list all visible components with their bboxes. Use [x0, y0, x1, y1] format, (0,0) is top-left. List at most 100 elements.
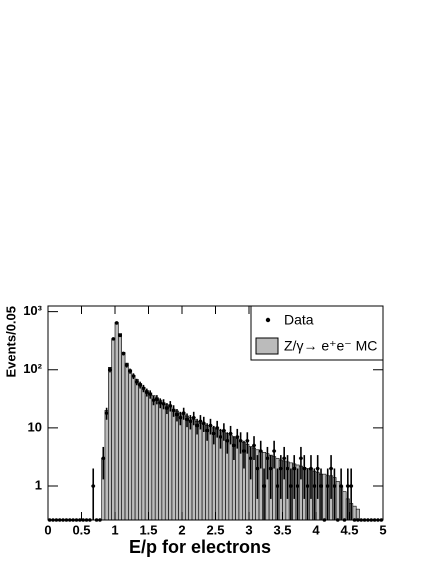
histogram-bar — [195, 420, 200, 521]
x-tick-label: 3.5 — [273, 522, 291, 537]
data-point — [205, 428, 209, 433]
data-point — [332, 484, 337, 488]
data-point — [279, 466, 283, 471]
data-point — [245, 438, 250, 443]
data-point — [168, 403, 173, 408]
histogram-bar — [352, 505, 357, 521]
data-point — [161, 401, 166, 406]
x-axis-label: E/p for electrons — [129, 537, 271, 557]
data-point — [195, 423, 199, 428]
data-point — [319, 484, 323, 488]
histogram-bar — [235, 438, 240, 521]
data-point — [158, 401, 163, 405]
data-point — [134, 380, 139, 384]
histogram-bar — [161, 402, 166, 521]
histogram-bar — [201, 424, 206, 521]
histogram-bar — [151, 395, 156, 521]
data-point — [272, 449, 276, 453]
histogram-bar — [171, 408, 176, 521]
histogram-bar — [175, 410, 179, 521]
data-point — [178, 415, 183, 420]
legend: Data Z/γ→ e⁺e⁻ MC — [250, 305, 384, 361]
histogram-bar — [108, 367, 112, 521]
data-point — [222, 428, 226, 433]
data-point — [282, 456, 286, 461]
data-point — [104, 411, 109, 415]
data-point — [235, 435, 240, 439]
histogram-bar — [164, 404, 169, 521]
data-point — [198, 419, 203, 424]
histogram-bar — [188, 417, 193, 521]
histogram-bar — [168, 406, 173, 521]
data-point — [121, 351, 126, 356]
data-point — [155, 397, 159, 402]
histogram-bar — [141, 386, 146, 521]
data-point — [181, 411, 186, 415]
legend-label: Z/γ→ e⁺e⁻ MC — [284, 338, 377, 354]
data-point — [171, 408, 176, 413]
data-point — [208, 423, 213, 428]
data-point — [124, 363, 129, 367]
data-point — [329, 466, 333, 471]
y-tick-label: 10³ — [23, 303, 42, 318]
y-tick-label: 10² — [23, 361, 42, 376]
x-tick-label: 0.5 — [72, 522, 90, 537]
data-point — [346, 484, 350, 488]
histogram-bar — [215, 428, 220, 521]
x-tick-label: 2.5 — [206, 522, 224, 537]
x-tick-label: 5 — [379, 522, 386, 537]
data-point — [309, 466, 313, 471]
x-tick-label: 1 — [111, 522, 118, 537]
data-point — [111, 337, 116, 341]
histogram-bar — [131, 375, 136, 521]
histogram-bar — [208, 426, 213, 521]
data-point — [289, 484, 293, 488]
data-point — [175, 412, 179, 417]
data-point — [258, 449, 263, 453]
data-point — [108, 367, 112, 372]
data-point — [275, 484, 280, 488]
data-point — [218, 435, 223, 439]
histogram-bar — [114, 322, 119, 521]
data-point — [325, 484, 330, 488]
histogram-bar — [148, 392, 153, 521]
data-point — [349, 484, 353, 488]
data-point — [312, 484, 317, 488]
histogram-bar — [154, 397, 159, 521]
data-point — [114, 321, 119, 325]
data-point — [138, 383, 142, 387]
y-axis-label: Events/0.05 — [3, 306, 18, 378]
data-point — [188, 419, 193, 424]
x-tick-label: 4.5 — [340, 522, 358, 537]
data-point — [118, 333, 122, 338]
histogram-bar — [181, 414, 186, 521]
data-point — [201, 421, 206, 426]
histogram-bar — [342, 491, 347, 521]
histogram-bar — [322, 473, 327, 521]
data-point — [242, 449, 246, 453]
data-point — [265, 456, 270, 461]
data-point — [339, 484, 343, 488]
histogram-bar — [191, 419, 196, 521]
histogram-bar — [134, 379, 139, 521]
histogram-bar — [124, 362, 129, 521]
x-tick-label: 1.5 — [139, 522, 157, 537]
histogram-bar — [198, 422, 203, 521]
histogram-bar — [138, 383, 143, 521]
data-point — [215, 426, 219, 430]
data-point — [292, 466, 297, 471]
data-point — [299, 456, 303, 461]
data-point — [255, 466, 260, 471]
histogram-bar — [335, 481, 340, 521]
data-point — [285, 466, 290, 471]
data-point — [305, 484, 310, 488]
data-point — [128, 369, 132, 373]
data-point — [262, 484, 266, 488]
data-point — [131, 374, 136, 378]
legend-marker — [265, 317, 271, 323]
histogram-bar — [245, 444, 250, 521]
histogram-bar — [121, 351, 126, 521]
histogram-bar — [128, 369, 133, 521]
data-point — [101, 456, 106, 461]
